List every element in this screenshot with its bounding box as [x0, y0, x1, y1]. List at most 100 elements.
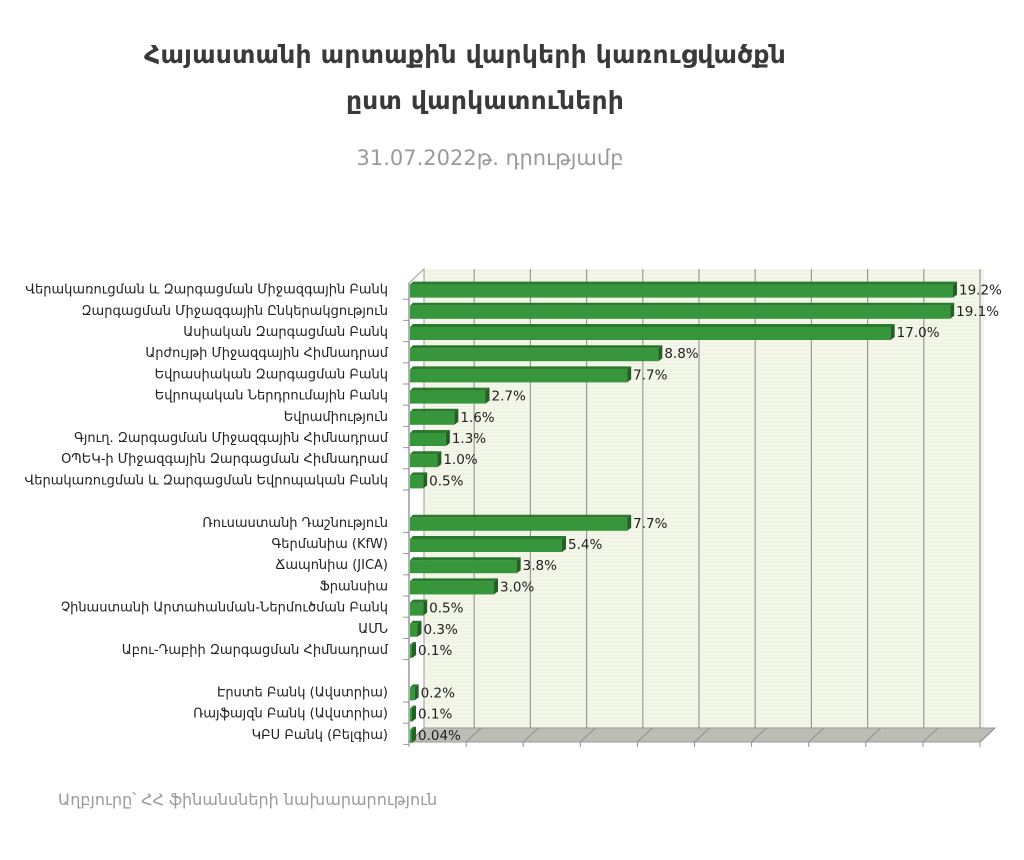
bar-top: [410, 620, 422, 624]
bar: [410, 475, 424, 489]
bar: [410, 390, 486, 404]
category-label: Ֆրանսիա: [319, 579, 388, 594]
bar-top: [410, 472, 428, 476]
value-labels: 19.2% 19.1% 17.0% 8.8% 7.7% 2.7% 1.6% 1.3% 1.0% 0…: [418, 283, 1002, 744]
bar-side: [562, 536, 566, 552]
bar-top: [410, 726, 416, 730]
bar-side: [423, 472, 428, 489]
value-label: 3.0%: [500, 579, 534, 595]
bar-side: [454, 408, 459, 425]
bar-top: [410, 324, 895, 327]
bar-top: [410, 302, 955, 306]
category-label: ԿԲՍ Բանկ (Բելգիա): [252, 728, 388, 743]
floor-grid: [579, 727, 596, 743]
floor-grid: [694, 727, 710, 743]
bar: [410, 305, 951, 319]
source-note: Աղբյուրը՝ ՀՀ ֆինանսների նախարարություն: [58, 790, 438, 809]
chart-title-line-1: Հայաստանի արտաքին վարկերի կառուցվածքն: [144, 40, 786, 69]
bar-top: [410, 387, 490, 391]
value-label: 7.7%: [633, 516, 667, 532]
value-label: 17.0%: [897, 325, 940, 341]
bar-top: [410, 366, 632, 370]
bar-top: [410, 408, 459, 412]
bar-top: [410, 514, 632, 518]
bars: [410, 281, 957, 743]
bar-side: [950, 302, 955, 319]
value-label: 0.1%: [418, 707, 452, 723]
bar-side: [953, 281, 957, 298]
bar-side: [494, 578, 498, 595]
bar: [410, 348, 659, 362]
category-label: Վերակառուցման և Զարգացման Միջազգային Բան…: [25, 283, 388, 298]
category-label: Գյուղ. Զարգացման Միջազգային Հիմնադրամ: [74, 431, 389, 446]
category-label: Էրստե Բանկ (Ավստրիա): [217, 685, 388, 700]
category-label: Չինաստանի Արտահանման-Ներմուծման Բանկ: [61, 601, 388, 616]
bar: [410, 708, 412, 722]
bar-side: [423, 599, 428, 616]
bar-side: [485, 387, 490, 404]
bar-top: [410, 281, 957, 285]
bar-side: [417, 620, 422, 637]
value-label: 7.7%: [633, 367, 667, 383]
category-label: Եվրասիական Զարգացման Բանկ: [155, 367, 388, 382]
bar-top: [410, 684, 419, 688]
chart-title-line-2: ըստ վարկատուների: [345, 86, 625, 115]
bar-side: [516, 557, 521, 574]
category-label: Ասիական Զարգացման Բանկ: [183, 325, 388, 340]
bar-side: [890, 324, 895, 340]
category-label: Ճապոնիա (JICA): [275, 558, 388, 573]
value-label: 0.3%: [424, 622, 458, 638]
floor-grid: [922, 727, 939, 743]
bar: [410, 729, 412, 743]
bar-side: [414, 684, 419, 701]
category-label: ՕՊԵԿ-ի Միջազգային Զարգացման Հիմնադրամ: [61, 452, 389, 467]
bar-top: [410, 705, 416, 709]
bar-side: [445, 430, 450, 446]
category-label: Ռուսաստանի Դաշնություն: [202, 516, 388, 531]
value-label: 0.1%: [418, 643, 452, 659]
floor-grid: [637, 727, 653, 743]
bar: [410, 581, 494, 595]
bar-top: [410, 536, 566, 539]
bar-top: [410, 451, 442, 455]
plot-area: [408, 267, 984, 744]
bar: [410, 369, 628, 383]
category-label: Զարգացման Միջազգային Ընկերակցություն: [82, 304, 389, 319]
bar: [410, 454, 438, 468]
value-label: 1.0%: [443, 452, 477, 468]
floor-grid: [865, 727, 882, 743]
value-label: 19.1%: [956, 304, 999, 320]
bar: [410, 560, 517, 574]
bar: [410, 602, 424, 616]
bar: [410, 623, 418, 637]
floor-grid: [808, 727, 825, 743]
bar-side: [412, 705, 416, 722]
category-label: Գերմանիա (KfW): [271, 537, 388, 552]
bar-side: [658, 345, 663, 362]
bar-top: [410, 578, 498, 582]
value-label: 3.8%: [523, 558, 557, 574]
category-label: Արժույթի Միջազգային Հիմնադրամ: [145, 346, 388, 361]
bar: [410, 327, 891, 340]
bar: [410, 539, 562, 552]
plot-floor: [407, 727, 997, 747]
floor-grid: [522, 727, 539, 743]
value-label: 0.2%: [421, 685, 455, 701]
category-label: Աբու-Դաբիի Զարգացման Հիմնադրամ: [122, 643, 389, 658]
value-label: 1.6%: [460, 410, 494, 426]
category-label: Վերակառուցման և Զարգացման Եվրոպական Բանկ: [25, 473, 389, 488]
category-labels: Վերակառուցման և Զարգացման Միջազգային Բան…: [25, 283, 389, 743]
value-label: 0.04%: [418, 728, 461, 744]
bar: [410, 411, 455, 425]
bar-top: [410, 599, 428, 603]
value-label: 8.8%: [664, 346, 698, 362]
value-label: 19.2%: [959, 283, 1002, 299]
value-label: 1.3%: [452, 431, 486, 447]
bar-side: [412, 642, 416, 658]
bar-side: [412, 726, 416, 743]
bar: [410, 433, 446, 446]
value-label: 5.4%: [568, 537, 602, 553]
value-label: 0.5%: [429, 601, 463, 617]
chart-subtitle-date: 31.07.2022թ. դրությամբ: [356, 146, 624, 170]
